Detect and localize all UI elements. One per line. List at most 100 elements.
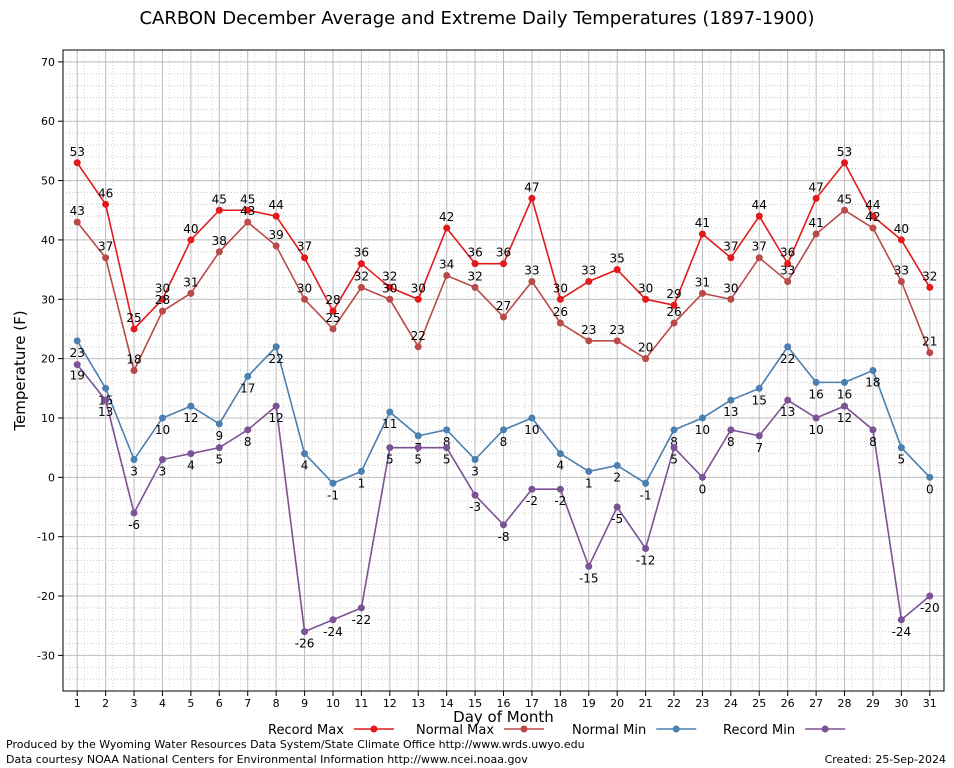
data-point-record-min (500, 521, 507, 529)
data-point-normal-min (443, 426, 451, 434)
data-label-record-min: 8 (727, 435, 735, 449)
data-label-normal-min: 3 (130, 465, 138, 479)
data-point-record-min (158, 456, 166, 464)
data-label-record-min: 10 (808, 423, 823, 437)
data-point-record-min (301, 628, 309, 636)
data-point-record-min (670, 444, 678, 452)
data-label-normal-max: 18 (126, 353, 141, 367)
data-point-record-min (727, 426, 735, 434)
data-label-record-min: -20 (920, 601, 940, 615)
grid (63, 49, 944, 692)
data-point-normal-min (73, 337, 81, 345)
data-point-normal-max (926, 349, 934, 357)
data-label-record-min: -24 (323, 625, 343, 639)
data-point-normal-min (897, 444, 905, 452)
data-label-record-min: -5 (611, 512, 623, 526)
data-label-normal-min: 12 (183, 411, 198, 425)
y-tick-label: -10 (37, 531, 55, 544)
data-point-normal-min (869, 367, 877, 374)
data-label-record-min: 5 (215, 453, 223, 467)
x-tick-label: 30 (894, 697, 908, 710)
data-label-record-max: 47 (808, 180, 823, 194)
data-point-normal-min (841, 378, 849, 386)
data-point-normal-max (897, 277, 905, 285)
data-label-normal-max: 45 (837, 192, 852, 206)
data-label-normal-max: 37 (98, 240, 113, 254)
data-point-record-min (244, 426, 252, 434)
x-tick-label: 24 (724, 697, 738, 710)
data-point-record-min (187, 450, 195, 458)
data-point-normal-max (698, 289, 706, 297)
data-label-normal-max: 33 (780, 263, 795, 277)
data-point-record-min (585, 562, 593, 570)
x-tick-label: 11 (354, 697, 368, 710)
data-point-record-min (897, 616, 905, 624)
data-label-record-max: 44 (269, 198, 284, 212)
data-label-normal-max: 43 (70, 204, 85, 218)
data-label-normal-max: 42 (865, 210, 880, 224)
data-label-normal-max: 32 (354, 269, 369, 283)
data-point-record-max (500, 260, 507, 268)
data-point-record-max (130, 325, 138, 333)
data-point-normal-max (500, 313, 507, 321)
data-label-normal-min: 3 (471, 465, 479, 479)
x-tick-label: 27 (809, 697, 823, 710)
data-point-record-min (130, 509, 138, 517)
data-point-normal-max (301, 295, 309, 303)
x-tick-label: 6 (216, 697, 223, 710)
data-label-normal-max: 30 (297, 281, 312, 295)
data-label-normal-min: 17 (240, 381, 255, 395)
data-label-record-max: 32 (382, 269, 397, 283)
data-label-normal-min: 4 (557, 459, 565, 473)
data-point-normal-max (556, 319, 564, 327)
data-label-normal-min: 11 (382, 417, 397, 431)
data-label-normal-min: 18 (865, 376, 880, 390)
data-label-normal-max: 27 (496, 299, 511, 313)
data-label-record-max: 37 (723, 240, 738, 254)
data-point-record-min (215, 444, 223, 452)
y-tick-label: 40 (41, 234, 55, 247)
data-point-normal-min (414, 432, 422, 440)
x-tick-label: 3 (131, 697, 138, 710)
y-tick-label: 10 (41, 412, 55, 425)
data-label-normal-max: 39 (269, 228, 284, 242)
data-point-record-min (812, 414, 820, 422)
data-point-normal-min (698, 414, 706, 422)
x-tick-label: 10 (326, 697, 340, 710)
x-tick-label: 26 (781, 697, 795, 710)
data-label-normal-max: 30 (723, 281, 738, 295)
data-label-normal-min: 22 (269, 352, 284, 366)
x-tick-label: 15 (468, 697, 482, 710)
x-tick-label: 13 (411, 697, 425, 710)
data-label-normal-max: 32 (467, 269, 482, 283)
data-label-normal-min: 13 (723, 405, 738, 419)
data-point-record-min (528, 485, 536, 493)
data-point-record-max (386, 283, 394, 291)
x-tick-label: 8 (273, 697, 280, 710)
data-label-record-max: 25 (126, 311, 141, 325)
data-label-record-min: -22 (352, 613, 372, 627)
data-label-normal-min: 5 (898, 453, 906, 467)
data-label-record-max: 35 (610, 252, 625, 266)
data-point-normal-min (670, 426, 678, 434)
data-point-record-max (414, 295, 422, 303)
data-point-normal-min (244, 372, 252, 380)
data-point-normal-min (755, 384, 763, 392)
data-point-normal-max (784, 277, 792, 285)
data-label-normal-min: 10 (524, 423, 539, 437)
x-tick-label: 21 (639, 697, 653, 710)
data-point-normal-max (670, 319, 678, 327)
data-point-normal-min (471, 456, 479, 464)
data-label-normal-min: 8 (500, 435, 508, 449)
data-label-record-min: 8 (869, 435, 877, 449)
data-label-record-max: 36 (354, 246, 369, 260)
data-label-normal-min: 4 (301, 459, 309, 473)
data-point-record-max (784, 260, 792, 268)
data-point-normal-max (869, 224, 877, 232)
data-point-normal-max (102, 254, 110, 262)
data-point-record-min (329, 616, 337, 624)
data-point-normal-min (642, 479, 650, 487)
data-point-normal-min (812, 378, 820, 386)
data-label-normal-max: 20 (638, 341, 653, 355)
